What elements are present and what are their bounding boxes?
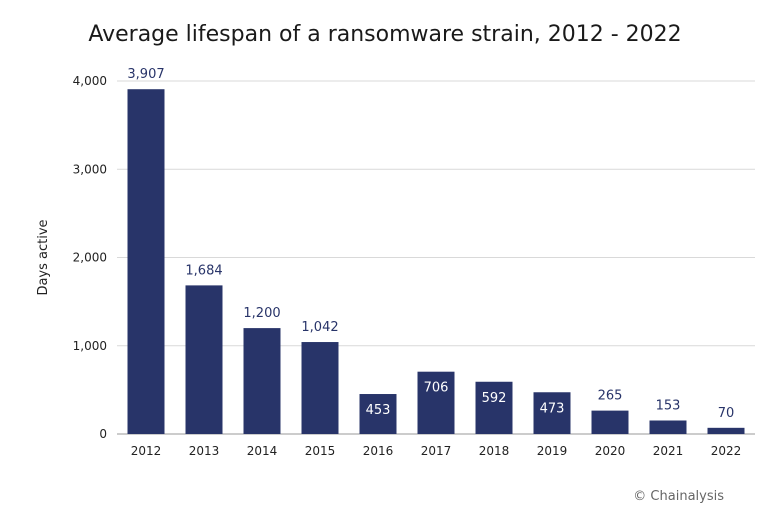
x-tick-label: 2017 (421, 444, 452, 458)
x-tick-label: 2014 (247, 444, 278, 458)
bar (417, 371, 455, 434)
x-tick-label: 2018 (479, 444, 510, 458)
data-label: 706 (424, 381, 449, 396)
bar (475, 381, 513, 434)
data-label: 1,200 (243, 306, 280, 321)
y-tick-label: 2,000 (73, 251, 107, 265)
y-axis-label: Days active (36, 219, 51, 295)
x-tick-label: 2022 (711, 444, 742, 458)
x-tick-label: 2019 (537, 444, 568, 458)
bar (533, 392, 571, 434)
y-tick-label: 0 (99, 427, 107, 441)
data-label: 70 (718, 406, 735, 421)
data-label: 453 (366, 403, 391, 418)
bar (591, 410, 629, 434)
data-label: 1,684 (185, 263, 222, 278)
bar (185, 285, 223, 434)
y-tick-label: 3,000 (73, 162, 107, 176)
data-label: 473 (540, 401, 565, 416)
bar (127, 89, 165, 435)
bar (649, 420, 687, 434)
bar (243, 328, 281, 434)
chart-title: Average lifespan of a ransomware strain,… (88, 22, 682, 47)
x-tick-label: 2020 (595, 444, 626, 458)
data-label: 153 (656, 398, 681, 413)
y-tick-label: 1,000 (73, 339, 107, 353)
bar (359, 394, 397, 434)
x-tick-label: 2015 (305, 444, 336, 458)
data-label: 3,907 (127, 67, 164, 82)
y-tick-label: 4,000 (73, 74, 107, 88)
data-label: 592 (482, 391, 507, 406)
bar (301, 342, 339, 434)
x-tick-label: 2016 (363, 444, 394, 458)
x-tick-label: 2021 (653, 444, 684, 458)
data-label: 265 (598, 389, 623, 404)
x-tick-label: 2013 (189, 444, 220, 458)
bar (707, 427, 745, 434)
data-label: 1,042 (301, 320, 338, 335)
chainalysis-credit: © Chainalysis (633, 489, 724, 504)
x-tick-label: 2012 (131, 444, 162, 458)
